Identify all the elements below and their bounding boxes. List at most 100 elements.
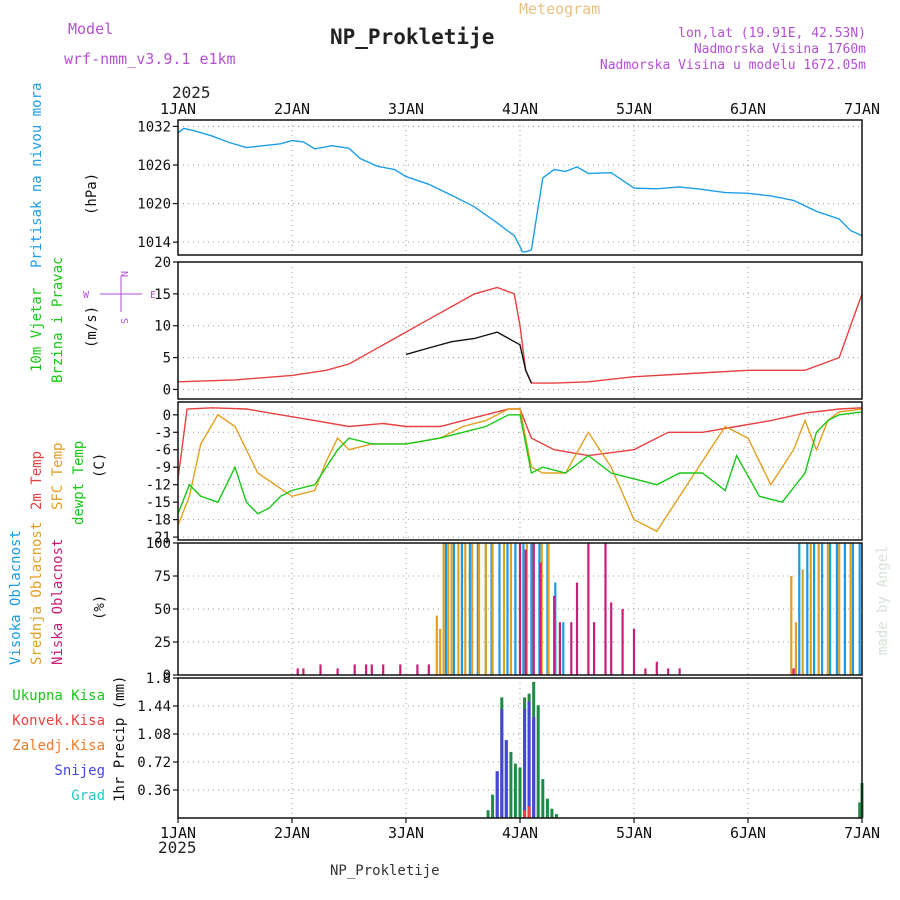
- temperature-panel: 0-3 -6-9 -12-15 -18-21: [146, 401, 863, 546]
- top-day-label: 2JAN: [274, 100, 310, 118]
- bar: [550, 808, 554, 818]
- bar: [821, 543, 824, 675]
- series-line: [177, 286, 863, 384]
- bar: [849, 543, 852, 675]
- bar: [826, 543, 829, 675]
- precip-panel: 0.36 0.72 1.08 1.44 1.8: [137, 671, 864, 819]
- y-tick-label: 75: [154, 569, 171, 585]
- wind-panel: 0 5 10 15 20: [154, 255, 863, 400]
- bar: [858, 543, 861, 675]
- bar: [525, 543, 528, 675]
- bar: [570, 622, 573, 675]
- bar: [504, 740, 508, 818]
- bar: [502, 543, 506, 675]
- bar: [509, 751, 513, 818]
- y-tick-label: -9: [154, 460, 171, 476]
- bar: [655, 661, 658, 675]
- series-line: [177, 408, 863, 533]
- bar: [632, 628, 636, 675]
- top-time-axis: 1JAN 2JAN 3JAN 4JAN 5JAN 6JAN 7JAN: [160, 100, 880, 118]
- bar: [523, 709, 527, 818]
- bar: [806, 543, 809, 675]
- bar: [447, 543, 450, 675]
- model-elevation-label: Nadmorska Visina u modelu 1672.05m: [600, 58, 866, 73]
- bar: [484, 543, 487, 675]
- bar: [851, 543, 854, 675]
- bar: [477, 543, 481, 675]
- bar: [539, 562, 542, 675]
- bar: [464, 543, 467, 675]
- y-tick-label: 0: [163, 668, 171, 684]
- bar: [644, 668, 647, 675]
- bar: [457, 543, 460, 675]
- bar: [486, 810, 490, 818]
- station-title: NP_Prokletije: [330, 25, 494, 49]
- bottom-day-label: 2JAN: [274, 824, 310, 842]
- bottom-day-label: 7JAN: [844, 824, 880, 842]
- bar: [365, 664, 368, 675]
- bar: [801, 569, 804, 675]
- y-tick-label: 1026: [137, 158, 171, 174]
- panel-frame: [177, 542, 863, 676]
- wind-ylabel-2: Brzina i Pravac: [50, 257, 66, 383]
- bar: [678, 668, 681, 675]
- bar: [514, 543, 517, 675]
- series-line: [177, 411, 863, 515]
- bar: [794, 622, 797, 675]
- y-tick-label: 15: [154, 287, 171, 303]
- bar: [527, 701, 531, 818]
- y-tick-label: 20: [154, 255, 171, 271]
- series-line: [177, 407, 863, 479]
- bar: [530, 543, 533, 675]
- credit-watermark: made by Angel: [875, 545, 891, 655]
- y-tick-label: 1032: [137, 119, 171, 135]
- y-tick-label: 1020: [137, 197, 171, 213]
- bar: [500, 709, 504, 818]
- bar: [792, 668, 795, 675]
- top-day-label: 1JAN: [160, 100, 196, 118]
- bar: [532, 716, 536, 818]
- bar: [439, 628, 442, 675]
- bar: [558, 622, 561, 675]
- meteogram-label: Meteogram: [519, 0, 600, 18]
- top-day-label: 5JAN: [616, 100, 652, 118]
- series-line: [177, 127, 863, 253]
- bar: [587, 543, 590, 675]
- year-top: 2025: [172, 83, 211, 102]
- top-day-label: 6JAN: [730, 100, 766, 118]
- bottom-day-label: 5JAN: [616, 824, 652, 842]
- bar: [427, 664, 430, 675]
- mid-cloud-label: Srednja Oblacnost: [29, 522, 45, 665]
- y-tick-label: 0.72: [137, 755, 171, 771]
- bar: [518, 543, 522, 675]
- top-day-label: 3JAN: [388, 100, 424, 118]
- wind-unit: (m/s): [84, 306, 100, 348]
- y-tick-label: 5: [163, 351, 171, 367]
- bar: [296, 668, 299, 675]
- bar: [435, 615, 438, 675]
- model-name: wrf-nmm_v3.9.1 e1km: [64, 50, 236, 68]
- bar: [829, 543, 832, 675]
- panel-frame: [177, 401, 863, 541]
- bar: [416, 664, 419, 675]
- svg-text:E: E: [150, 290, 156, 301]
- bar: [450, 543, 453, 675]
- y-tick-label: 50: [154, 602, 171, 618]
- bar: [843, 543, 846, 675]
- bar: [509, 543, 512, 675]
- bar: [518, 767, 522, 818]
- footer-station: NP_Prokletije: [330, 863, 440, 879]
- y-tick-label: 0: [163, 408, 171, 424]
- low-cloud-label: Niska Oblacnost: [50, 539, 66, 665]
- y-tick-label: -3: [154, 425, 171, 441]
- bar: [468, 543, 471, 675]
- bar: [336, 668, 339, 675]
- bar: [452, 543, 455, 675]
- bar: [370, 664, 373, 675]
- bar: [523, 810, 527, 818]
- y-tick-label: 1.44: [137, 699, 171, 715]
- elevation-label: Nadmorska Visina 1760m: [694, 42, 866, 57]
- bar: [621, 609, 624, 675]
- y-tick-label: 25: [154, 635, 171, 651]
